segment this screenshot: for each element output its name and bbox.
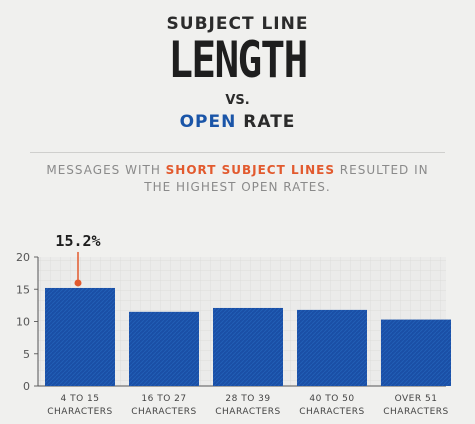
title-rate: RATE xyxy=(236,112,296,132)
x-category-sublabel: CHARACTERS xyxy=(47,407,113,417)
callout-label: 15.2% xyxy=(55,232,100,250)
x-category-label: 4 TO 15 xyxy=(61,394,100,404)
subtitle-line-2: THE HIGHEST OPEN RATES. xyxy=(144,180,331,194)
chart-subtitle: MESSAGES WITH SHORT SUBJECT LINES RESULT… xyxy=(0,162,475,196)
x-category-sublabel: CHARACTERS xyxy=(383,407,449,417)
x-category-label: OVER 51 xyxy=(395,394,438,404)
title-line-open-rate: OPEN RATE xyxy=(0,112,475,132)
y-tick-label: 0 xyxy=(23,380,30,393)
x-category-label: 16 TO 27 xyxy=(141,394,186,404)
x-category-label: 40 TO 50 xyxy=(309,394,354,404)
y-tick-label: 5 xyxy=(23,348,30,361)
bar-2 xyxy=(129,311,199,386)
y-tick-label: 15 xyxy=(16,283,30,296)
bar-1 xyxy=(45,287,115,386)
divider xyxy=(30,152,445,153)
title-line-length: LENGTH xyxy=(168,31,308,89)
bar-3 xyxy=(213,307,283,386)
title-line-vs: VS. xyxy=(225,93,250,108)
bar-4 xyxy=(297,309,367,386)
y-tick-label: 10 xyxy=(16,316,30,329)
subtitle-pre: MESSAGES WITH xyxy=(46,163,166,177)
x-category-label: 28 TO 39 xyxy=(225,394,270,404)
title-open-highlight: OPEN xyxy=(179,112,237,132)
callout-dot xyxy=(74,279,82,287)
x-category-sublabel: CHARACTERS xyxy=(299,407,365,417)
subtitle-post: RESULTED IN xyxy=(334,163,429,177)
subtitle-line-1: MESSAGES WITH SHORT SUBJECT LINES RESULT… xyxy=(0,162,475,179)
x-category-sublabel: CHARACTERS xyxy=(131,407,197,417)
bar-5 xyxy=(381,319,451,386)
x-category-sublabel: CHARACTERS xyxy=(215,407,281,417)
y-tick-label: 20 xyxy=(16,251,30,264)
title-line-subject-line: SUBJECT LINE xyxy=(166,14,309,34)
subtitle-highlight: SHORT SUBJECT LINES xyxy=(165,163,335,177)
